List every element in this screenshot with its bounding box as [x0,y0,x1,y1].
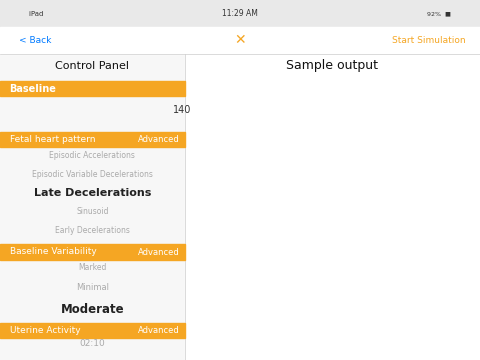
Text: Control Panel: Control Panel [55,61,130,71]
Text: Marked: Marked [78,263,107,272]
Text: 02:10: 02:10 [80,339,105,348]
Text: Advanced: Advanced [138,135,180,144]
Circle shape [0,104,221,116]
Text: Advanced: Advanced [138,326,180,335]
Text: Sample output: Sample output [287,59,378,72]
Text: iPad: iPad [29,10,48,17]
Text: Baseline Variability: Baseline Variability [10,248,96,257]
Text: Episodic Variable Decelerations: Episodic Variable Decelerations [32,170,153,179]
Text: Late Decelerations: Late Decelerations [34,188,151,198]
Text: Early Decelerations: Early Decelerations [55,226,130,235]
Text: Minimal: Minimal [76,283,109,292]
Text: Uterine Activity: Uterine Activity [10,326,80,335]
Text: ✕: ✕ [234,33,246,48]
Text: Start Simulation: Start Simulation [392,36,466,45]
Text: Episodic Accelerations: Episodic Accelerations [49,151,135,160]
Text: 140: 140 [173,105,191,115]
Bar [12,108,91,112]
Text: Baseline: Baseline [10,84,57,94]
Text: Moderate: Moderate [60,303,124,316]
Text: Advanced: Advanced [138,248,180,257]
Text: < Back: < Back [19,36,51,45]
Title: Fetal Heart Rate: Fetal Heart Rate [315,75,378,84]
Text: Sinusoid: Sinusoid [76,207,108,216]
Text: 11:29 AM: 11:29 AM [222,9,258,18]
Text: Fetal heart pattern: Fetal heart pattern [10,135,95,144]
Title: Contractions: Contractions [323,230,371,239]
Text: 92%  ■: 92% ■ [427,11,451,16]
